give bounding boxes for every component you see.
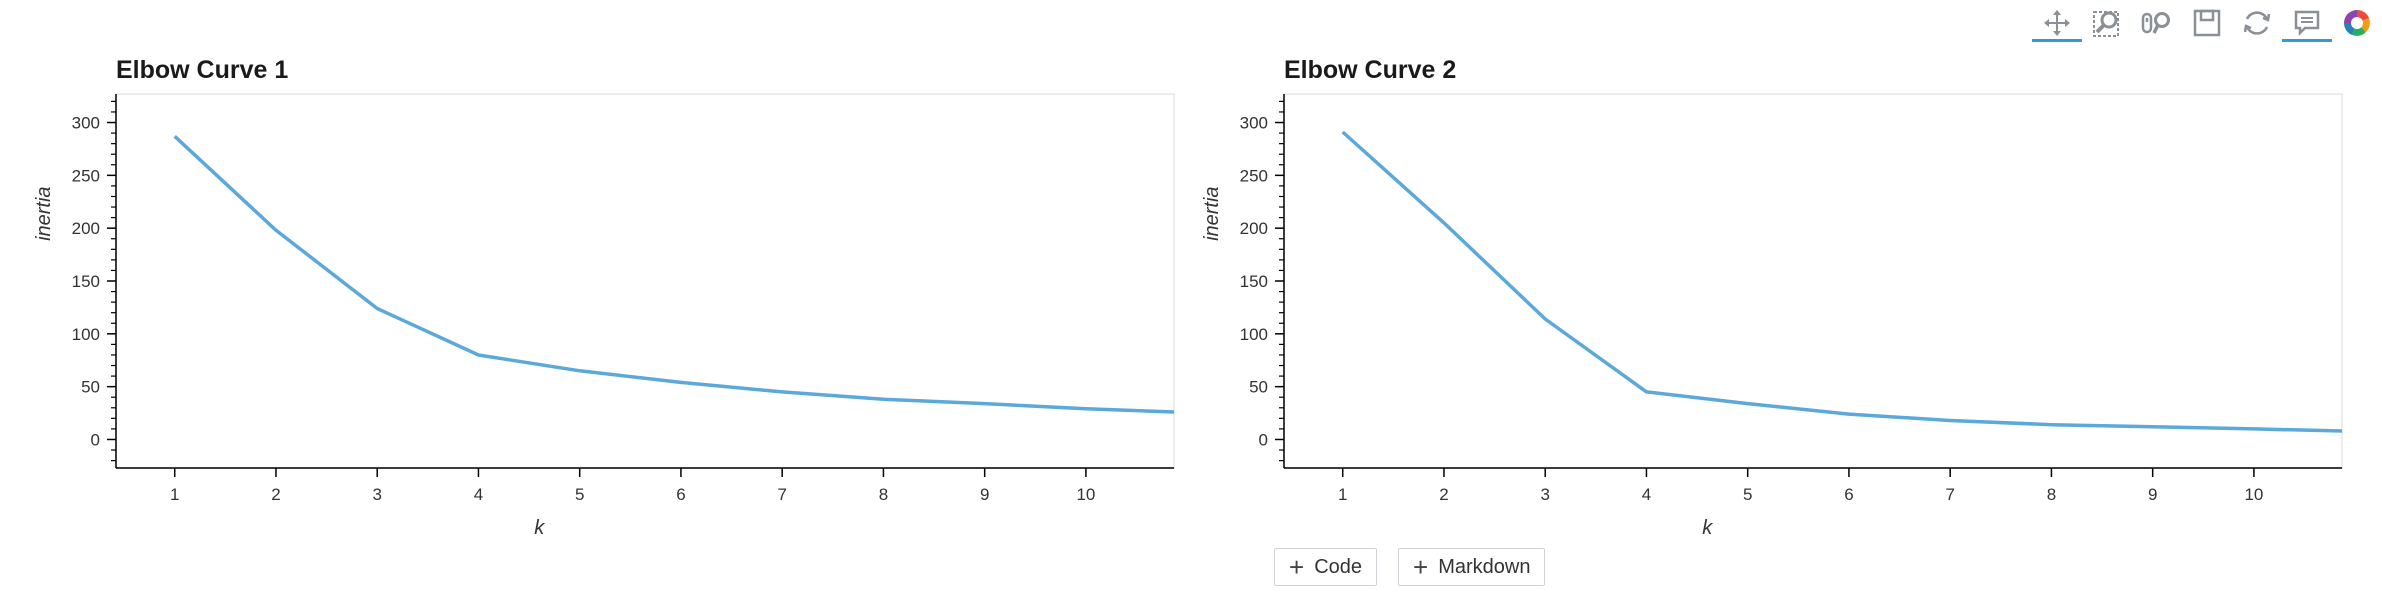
- x-tick-label: 2: [271, 485, 280, 504]
- x-tick-label: 8: [2047, 485, 2056, 504]
- add-markdown-cell-label: Markdown: [1438, 555, 1531, 578]
- x-tick-label: 1: [170, 485, 179, 504]
- x-tick-label: 4: [1642, 485, 1651, 504]
- bokeh-logo-icon: [2344, 10, 2370, 36]
- box-zoom-icon: [2093, 11, 2119, 37]
- x-tick-label: 10: [1076, 485, 1095, 504]
- y-tick-label: 100: [1240, 325, 1268, 344]
- y-tick-label: 200: [1240, 219, 1268, 238]
- hover-tool[interactable]: [2282, 2, 2332, 44]
- x-tick-label: 6: [676, 485, 685, 504]
- x-tick-label: 7: [777, 485, 786, 504]
- wheel-zoom-tool[interactable]: [2132, 2, 2182, 44]
- x-tick-label: 8: [879, 485, 888, 504]
- plus-icon: +: [1413, 552, 1429, 582]
- x-tick-label: 4: [474, 485, 483, 504]
- x-tick-label: 6: [1844, 485, 1853, 504]
- x-tick-label: 9: [980, 485, 989, 504]
- x-tick-label: 5: [1743, 485, 1752, 504]
- pan-tool[interactable]: [2032, 2, 2082, 44]
- x-tick-label: 3: [372, 485, 381, 504]
- add-code-cell-button[interactable]: + Code: [1274, 548, 1377, 586]
- y-axis-label: inertia: [33, 186, 55, 240]
- save-icon: [2193, 9, 2221, 37]
- y-tick-label: 50: [1249, 378, 1268, 397]
- x-axis-label: k: [534, 517, 545, 539]
- chart-title: Elbow Curve 1: [116, 56, 288, 84]
- x-tick-label: 1: [1338, 485, 1347, 504]
- hover-icon: [2294, 10, 2320, 37]
- y-tick-label: 150: [72, 272, 100, 291]
- plot-frame[interactable]: [1283, 93, 2343, 469]
- plot-frame[interactable]: [115, 93, 1175, 469]
- x-tick-label: 2: [1439, 485, 1448, 504]
- add-code-cell-label: Code: [1314, 555, 1362, 578]
- y-tick-label: 250: [72, 166, 100, 185]
- chart-title: Elbow Curve 2: [1284, 56, 1456, 84]
- x-tick-label: 3: [1540, 485, 1549, 504]
- reset-icon: [2243, 11, 2271, 35]
- inertia-line[interactable]: [173, 135, 1175, 414]
- y-tick-label: 300: [1240, 114, 1268, 133]
- save-tool[interactable]: [2182, 2, 2232, 44]
- plot-toolbar: [2032, 0, 2382, 46]
- y-tick-label: 100: [72, 325, 100, 344]
- y-tick-label: 0: [91, 430, 100, 449]
- x-tick-label: 10: [2244, 485, 2263, 504]
- y-tick-label: 150: [1240, 272, 1268, 291]
- y-tick-label: 200: [72, 219, 100, 238]
- x-tick-label: 9: [2148, 485, 2157, 504]
- reset-tool[interactable]: [2232, 2, 2282, 44]
- bokeh-logo[interactable]: [2332, 2, 2382, 44]
- elbow-chart-2: 0 50 100 150 200 250 300 1 2 3 4 5 6 7 8 9 10 Elbow Curve…: [1201, 56, 2343, 539]
- add-markdown-cell-button[interactable]: + Markdown: [1398, 548, 1546, 586]
- inertia-line[interactable]: [1341, 130, 2343, 433]
- elbow-chart-1: 0 50 100 150 200 250 300 1 2 3 4 5 6 7 8 9 10 Elbow Curve…: [33, 56, 1175, 539]
- y-axis-label: inertia: [1201, 186, 1223, 240]
- x-axis-label: k: [1702, 517, 1713, 539]
- y-tick-label: 300: [72, 114, 100, 133]
- y-tick-label: 0: [1259, 430, 1268, 449]
- x-tick-label: 7: [1945, 485, 1954, 504]
- y-tick-label: 50: [81, 378, 100, 397]
- wheel-zoom-icon: [2141, 12, 2170, 34]
- y-tick-label: 250: [1240, 166, 1268, 185]
- plus-icon: +: [1289, 552, 1305, 582]
- x-tick-label: 5: [575, 485, 584, 504]
- pan-icon: [2044, 10, 2070, 36]
- box-zoom-tool[interactable]: [2082, 2, 2132, 44]
